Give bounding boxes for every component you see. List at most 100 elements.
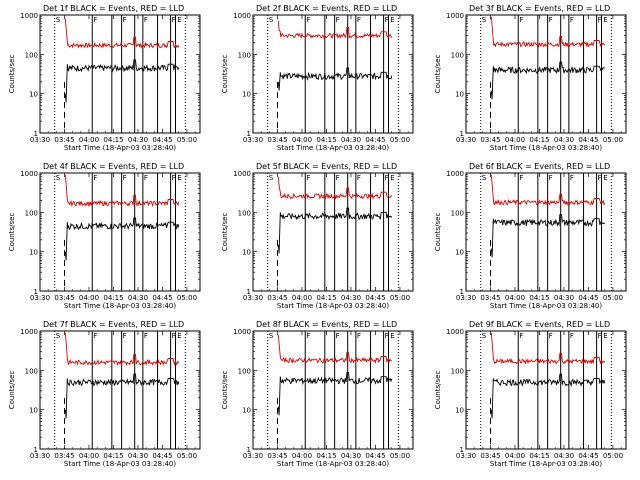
marker-f-label: F	[357, 174, 361, 182]
x-axis-label: Start Time (18-Apr-03 03:28:40)	[490, 302, 602, 310]
y-axis-label: Counts/sec	[8, 55, 16, 94]
marker-s-label: S	[269, 332, 274, 340]
marker-f-label: F	[385, 332, 389, 340]
events-series-line	[277, 207, 393, 254]
plot-frame	[252, 330, 414, 450]
y-tick-label: 100	[25, 367, 38, 375]
x-tick-label: 03:30	[243, 294, 263, 302]
events-series-line	[490, 214, 606, 258]
plot-frame	[465, 172, 627, 292]
marker-s-label: S	[56, 332, 61, 340]
y-tick-label: 1000	[20, 328, 38, 336]
x-tick-label: 05:00	[390, 452, 410, 460]
marker-f-label: F	[357, 16, 361, 24]
panel-8: Det 8f BLACK = Events, RED = LLD 1 10 100 10…	[221, 320, 414, 468]
x-tick-label: 04:30	[554, 294, 574, 302]
x-tick-label: 04:15	[529, 452, 549, 460]
y-tick-label: 10	[455, 407, 464, 415]
x-tick-label: 04:30	[341, 294, 361, 302]
x-tick-label: 04:15	[316, 452, 336, 460]
x-tick-label: 05:00	[603, 452, 623, 460]
x-tick-label: 03:45	[54, 452, 74, 460]
lld-series-line	[490, 174, 606, 206]
panel-4: Det 4f BLACK = Events, RED = LLD 1 10 100 10…	[8, 162, 201, 310]
marker-f-label: F	[306, 16, 310, 24]
plot-frame	[465, 14, 627, 134]
marker-e-label: E	[603, 16, 607, 24]
x-tick-label: 04:45	[152, 136, 172, 144]
marker-f-label: F	[144, 16, 148, 24]
panel-title: Det 5f BLACK = Events, RED = LLD	[256, 162, 397, 171]
marker-f-label: F	[519, 332, 523, 340]
x-tick-label: 04:15	[103, 294, 123, 302]
x-tick-label: 04:15	[529, 136, 549, 144]
x-tick-label: 04:30	[341, 136, 361, 144]
y-tick-label: 1	[34, 446, 38, 454]
x-tick-label: 04:30	[128, 452, 148, 460]
marker-f-label: F	[570, 16, 574, 24]
y-tick-label: 10	[455, 249, 464, 257]
x-tick-label: 04:15	[529, 294, 549, 302]
x-tick-label: 04:00	[292, 294, 312, 302]
x-axis-label: Start Time (18-Apr-03 03:28:40)	[277, 144, 389, 152]
x-axis-label: Start Time (18-Apr-03 03:28:40)	[64, 460, 176, 468]
lld-series-line	[64, 332, 180, 367]
marker-f-label: F	[123, 332, 127, 340]
y-tick-label: 1	[247, 446, 251, 454]
y-axis-label: Counts/sec	[8, 371, 16, 410]
marker-f-label: F	[144, 332, 148, 340]
x-tick-label: 04:45	[578, 452, 598, 460]
y-tick-label: 10	[242, 407, 251, 415]
marker-f-label: F	[357, 332, 361, 340]
x-tick-label: 04:45	[365, 294, 385, 302]
marker-f-label: F	[306, 174, 310, 182]
marker-f-label: F	[570, 332, 574, 340]
events-series-line	[64, 217, 180, 261]
y-tick-label: 1	[34, 288, 38, 296]
marker-f-label: F	[123, 16, 127, 24]
marker-f-label: F	[598, 174, 602, 182]
marker-f-label: F	[549, 332, 553, 340]
x-tick-label: 04:30	[128, 294, 148, 302]
panel-2: Det 2f BLACK = Events, RED = LLD 1 10 100 10…	[221, 4, 414, 152]
x-tick-label: 03:45	[480, 452, 500, 460]
lld-series-line	[277, 176, 393, 201]
marker-e-label: E	[390, 332, 394, 340]
x-tick-label: 04:00	[505, 294, 525, 302]
x-tick-label: 03:30	[456, 452, 476, 460]
y-tick-label: 1000	[233, 12, 251, 20]
y-tick-label: 1	[247, 130, 251, 138]
marker-f-label: F	[549, 16, 553, 24]
x-tick-label: 05:00	[177, 136, 197, 144]
marker-s-label: S	[269, 174, 274, 182]
y-tick-label: 10	[29, 249, 38, 257]
x-tick-label: 04:30	[554, 136, 574, 144]
x-axis-label: Start Time (18-Apr-03 03:28:40)	[277, 302, 389, 310]
y-axis-label: Counts/sec	[434, 55, 442, 94]
marker-f-label: F	[336, 332, 340, 340]
x-tick-label: 04:00	[505, 136, 525, 144]
x-tick-label: 05:00	[177, 452, 197, 460]
panel-title: Det 6f BLACK = Events, RED = LLD	[469, 162, 610, 171]
y-tick-label: 1000	[446, 12, 464, 20]
marker-f-label: F	[336, 16, 340, 24]
x-tick-label: 03:30	[30, 136, 50, 144]
lld-series-line	[277, 334, 393, 365]
x-tick-label: 05:00	[390, 294, 410, 302]
panel-title: Det 9f BLACK = Events, RED = LLD	[469, 320, 610, 329]
marker-f-label: F	[306, 332, 310, 340]
y-tick-label: 1000	[446, 328, 464, 336]
x-tick-label: 04:00	[292, 136, 312, 144]
x-tick-label: 04:15	[103, 136, 123, 144]
panel-title: Det 4f BLACK = Events, RED = LLD	[43, 162, 184, 171]
marker-s-label: S	[56, 16, 61, 24]
x-tick-label: 03:30	[30, 452, 50, 460]
plot-frame	[252, 14, 414, 134]
x-tick-label: 03:45	[54, 294, 74, 302]
marker-s-label: S	[269, 16, 274, 24]
x-tick-label: 04:00	[505, 452, 525, 460]
marker-s-label: S	[482, 16, 487, 24]
y-tick-label: 1000	[446, 170, 464, 178]
y-axis-label: Counts/sec	[221, 371, 229, 410]
